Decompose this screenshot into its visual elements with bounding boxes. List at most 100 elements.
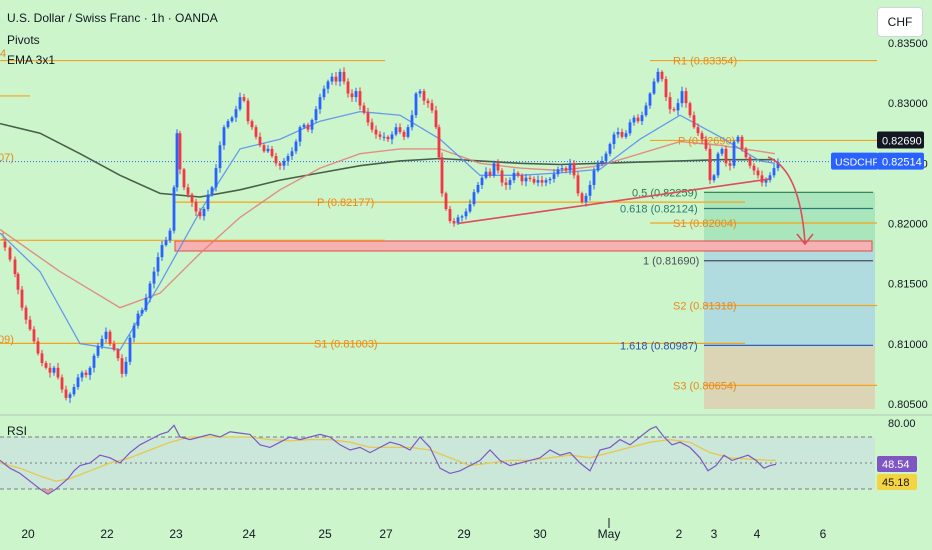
candle-body [370, 122, 374, 130]
y-tick-label: 0.81000 [888, 339, 928, 351]
candle-body [3, 241, 7, 248]
candle-body [692, 115, 696, 128]
candle-body [688, 103, 692, 116]
candle-body [484, 171, 488, 178]
candle-body [592, 170, 596, 185]
candle-body [604, 153, 608, 161]
candle-body [238, 97, 242, 110]
candle-body [378, 134, 382, 137]
candle-body [144, 298, 148, 311]
candle-body [330, 76, 334, 82]
candle-body [278, 163, 282, 166]
candle-body [120, 358, 124, 374]
candle-body [520, 175, 524, 182]
candle-body [588, 184, 592, 196]
candle-body [540, 180, 544, 183]
candle-body [254, 127, 258, 137]
candle-body [258, 136, 262, 146]
candle-body [190, 194, 194, 202]
candle-body [382, 136, 386, 138]
candle-body [76, 377, 80, 388]
candle-body [342, 71, 346, 82]
y-tick-label: 0.80500 [888, 399, 928, 411]
candle-body [480, 177, 484, 185]
candle-body [226, 121, 230, 128]
candle-body [608, 144, 612, 154]
candle-body [322, 88, 326, 98]
candle-body [13, 259, 17, 274]
target-zone-tan [704, 347, 875, 409]
candle-body [704, 139, 708, 149]
candle-body [128, 337, 132, 362]
candle-body [108, 331, 112, 344]
symbol-badge-text: USDCHF [835, 157, 879, 169]
fib-label-3: 1.618 (0.80987) [620, 340, 698, 352]
candle-body [194, 201, 198, 212]
candle-body [536, 180, 540, 183]
candle-body [302, 124, 306, 128]
indicator-pivots-label[interactable]: Pivots [7, 33, 40, 47]
candle-body [266, 148, 270, 152]
x-tick-label: 30 [533, 527, 547, 541]
candle-body [156, 257, 160, 272]
rsi-y-tick-label: 80.00 [888, 418, 916, 430]
candle-body [326, 81, 330, 89]
candle-body [528, 177, 532, 179]
rsi-pane-label: RSI [7, 424, 28, 438]
indicator-ema-label[interactable]: EMA 3x1 [7, 53, 56, 67]
candle-body [32, 329, 36, 342]
ascending-trendline[interactable] [457, 178, 771, 225]
rsi-ma-value-badge [877, 474, 917, 490]
candle-body [564, 168, 568, 171]
candle-body [52, 367, 56, 373]
candle-body [394, 127, 398, 135]
rsi-value-badge [877, 456, 917, 472]
candle-body [748, 157, 752, 166]
ema-slow-line [0, 122, 775, 198]
candle-body [164, 240, 168, 246]
symbol-badge[interactable] [831, 152, 878, 170]
candle-body [398, 127, 402, 133]
candle-body [286, 156, 290, 161]
candle-body [104, 331, 108, 339]
currency-button[interactable]: CHF [877, 7, 923, 37]
candle-body [440, 157, 444, 194]
candle-body [206, 194, 210, 210]
fib-label-1: 0.618 (0.82124) [620, 204, 698, 216]
candle-body [560, 168, 564, 170]
x-tick-label: 23 [169, 527, 183, 541]
candle-body [616, 132, 620, 135]
candle-body [426, 100, 430, 104]
candle-body [720, 148, 724, 154]
support-zone [174, 240, 873, 252]
candle-body [390, 134, 394, 140]
candle-body [250, 121, 254, 128]
candle-body [640, 115, 644, 122]
candle-body [612, 134, 616, 145]
candle-body [672, 109, 676, 111]
candle-body [476, 184, 480, 193]
candle-body [760, 175, 764, 183]
candle-body [492, 163, 496, 176]
x-tick-label: 22 [100, 527, 114, 541]
candle-body [664, 79, 668, 98]
y-tick-label: 0.81500 [888, 279, 928, 291]
candle-body [354, 91, 358, 98]
projection-arrow[interactable] [767, 156, 806, 244]
candle-body [172, 187, 176, 231]
candle-body [306, 124, 310, 130]
candle-body [136, 313, 140, 326]
candle-body [448, 209, 452, 222]
candle-body [680, 91, 684, 104]
candle-body [294, 141, 298, 152]
x-tick-label: 27 [379, 527, 393, 541]
candle-body [732, 141, 736, 166]
candle-body [186, 187, 190, 195]
candle-body [246, 100, 250, 122]
candle-body [96, 346, 100, 356]
candle-body [152, 271, 156, 284]
candle-body [472, 192, 476, 205]
candle-body [452, 221, 456, 224]
candle-body [362, 105, 366, 113]
